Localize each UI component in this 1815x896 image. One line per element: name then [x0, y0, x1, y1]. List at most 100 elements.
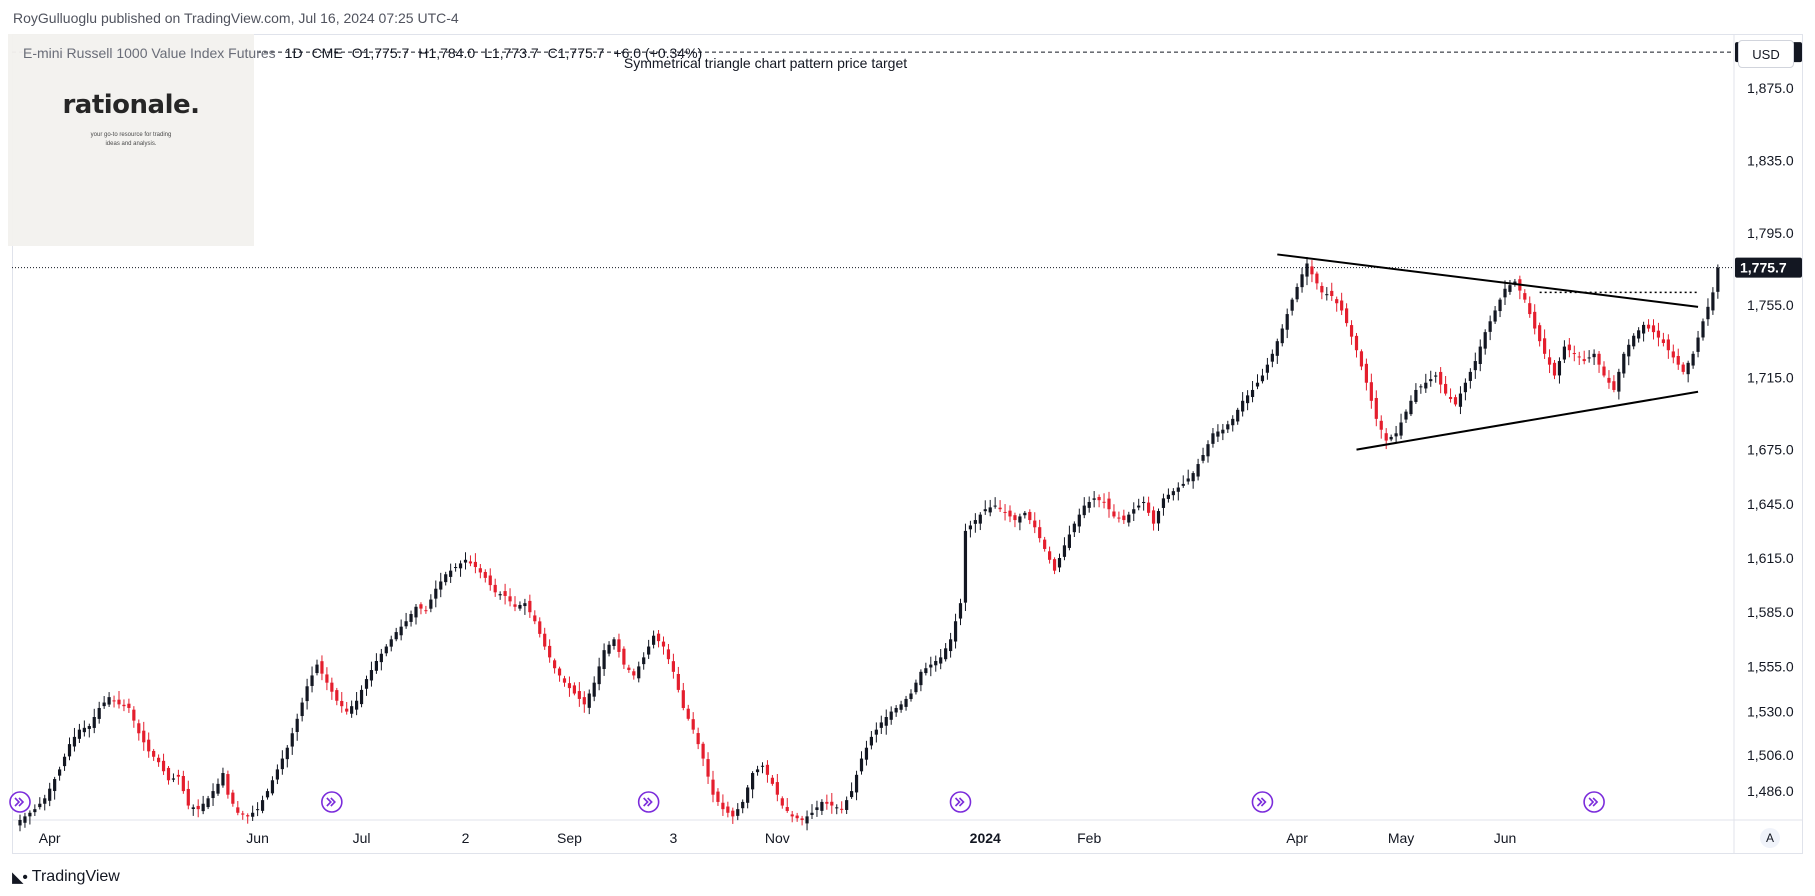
candle: [1023, 510, 1027, 519]
candle-body: [389, 639, 393, 647]
candle: [1033, 512, 1037, 534]
candle: [1716, 264, 1720, 299]
symbol-name: E-mini Russell 1000 Value Index Futures: [23, 45, 276, 61]
candle-body: [562, 678, 567, 683]
candle: [473, 553, 477, 574]
candle-body: [449, 570, 453, 577]
upper-trendline[interactable]: [1277, 253, 1699, 308]
candle: [795, 812, 799, 822]
candle: [1523, 289, 1527, 303]
y-tick-label: 1,675.0: [1747, 442, 1794, 458]
candle: [671, 653, 675, 679]
candle: [1508, 279, 1512, 295]
candle-body: [335, 690, 339, 701]
candle-body: [1127, 514, 1131, 523]
candle-body: [350, 706, 354, 714]
currency-button[interactable]: USD: [1738, 40, 1794, 68]
candle-body: [290, 733, 294, 747]
tradingview-footer[interactable]: ◣• TradingView: [12, 868, 120, 886]
candle-body: [731, 810, 735, 817]
candle-body: [1260, 375, 1265, 382]
candle: [1394, 425, 1398, 443]
candle-body: [1414, 389, 1418, 402]
lightning-arrow-circle-icon[interactable]: [1251, 791, 1274, 813]
candle-body: [1255, 382, 1260, 387]
candle-body: [894, 707, 898, 713]
candle-body: [493, 584, 497, 593]
candle-body: [345, 708, 349, 712]
candle: [676, 666, 680, 693]
candle: [716, 788, 720, 806]
candle-body: [399, 626, 403, 636]
candle-body: [518, 604, 522, 609]
candle: [1632, 333, 1636, 350]
x-tick-label: Nov: [765, 830, 790, 846]
lightning-arrow-circle-icon[interactable]: [321, 791, 343, 813]
candle-body: [1033, 520, 1037, 528]
candle-body: [543, 633, 547, 647]
candle-body: [1354, 335, 1359, 351]
candle-body: [567, 683, 572, 689]
event-marker-arrows: [643, 797, 653, 807]
candle-body: [1572, 353, 1576, 355]
lightning-arrow-circle-icon[interactable]: [949, 791, 972, 813]
candle: [953, 613, 958, 649]
candle-body: [201, 803, 205, 812]
candle: [295, 713, 299, 741]
candle: [963, 523, 968, 611]
lower-trendline[interactable]: [1356, 390, 1699, 451]
candle: [1384, 428, 1388, 450]
candle-body: [62, 756, 67, 767]
candle-body: [661, 641, 666, 647]
candle: [661, 636, 666, 655]
candles-group: [18, 257, 1720, 832]
candle: [652, 630, 656, 649]
candle: [548, 639, 552, 663]
candle-body: [1493, 310, 1497, 322]
candle-body: [280, 758, 284, 770]
candle-body: [1300, 274, 1304, 288]
candle: [389, 635, 393, 652]
candle-body: [1132, 509, 1136, 514]
candle-body: [340, 700, 344, 707]
candle: [810, 804, 814, 819]
candle: [533, 610, 537, 625]
candle: [1374, 390, 1378, 427]
candle-body: [652, 635, 656, 645]
lightning-arrow-circle-icon[interactable]: [1583, 791, 1605, 813]
candle: [241, 810, 245, 820]
auto-scale-button[interactable]: A: [1760, 828, 1780, 848]
candle-body: [488, 575, 492, 586]
target-annotation[interactable]: Symmetrical triangle chart pattern price…: [624, 55, 907, 71]
candle-body: [1686, 362, 1690, 375]
candle: [1176, 482, 1180, 501]
candle-body: [1043, 539, 1047, 549]
candle: [1340, 292, 1344, 316]
candle: [508, 588, 512, 607]
lightning-arrow-circle-icon[interactable]: [9, 791, 31, 813]
symbol-legend[interactable]: E-mini Russell 1000 Value Index Futures 1…: [23, 45, 711, 61]
candle-body: [92, 717, 96, 728]
candle-body: [1166, 494, 1170, 499]
candle: [1112, 504, 1116, 519]
candle-body: [256, 809, 260, 811]
candle: [503, 583, 507, 605]
candle-body: [216, 783, 220, 794]
candle-body: [840, 808, 844, 810]
candle-body: [1424, 382, 1428, 389]
candle-body: [236, 807, 240, 813]
candle-body: [1250, 389, 1255, 398]
candle-body: [1206, 444, 1210, 457]
candle: [488, 568, 492, 591]
candle: [1132, 502, 1136, 521]
candle-body: [1280, 328, 1284, 344]
candle: [1221, 423, 1225, 441]
candle-body: [1676, 355, 1680, 365]
candle: [909, 689, 913, 702]
candle-body: [666, 649, 671, 660]
candle-body: [1241, 400, 1245, 412]
candle: [1038, 519, 1042, 543]
candle: [414, 604, 418, 625]
lightning-arrow-circle-icon[interactable]: [637, 791, 660, 813]
